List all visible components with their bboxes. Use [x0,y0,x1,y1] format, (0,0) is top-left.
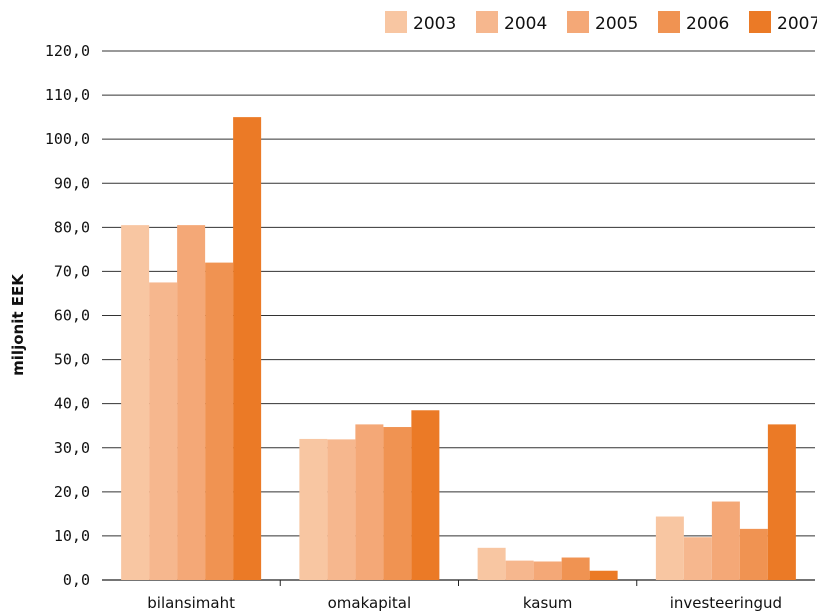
y-axis-ticks: 0,0 10,0 20,0 30,0 40,0 50,0 60,0 70,0 80,0 90,0 1… [45,42,90,589]
bar-2004-kasum [505,560,534,580]
bar-2005-bilansimaht [177,225,206,581]
bar-2003-investeeringud [655,516,684,580]
legend-label: 2005 [595,14,638,34]
x-tick-label: kasum [523,594,573,611]
y-tick-label: 90,0 [54,174,90,192]
legend-swatch-2005 [567,11,589,33]
x-tick-label: investeeringud [670,594,782,611]
bar-2007-kasum [589,570,618,580]
x-axis: bilansimaht omakapital kasum investeeringud [147,580,782,611]
legend: 2003 2004 2005 2006 2007 [385,11,817,34]
legend-swatch-2004 [476,11,498,33]
bar-2005-kasum [533,561,562,580]
y-tick-label: 70,0 [54,262,90,280]
legend-swatch-2006 [658,11,680,33]
legend-swatch-2003 [385,11,407,33]
bar-2003-bilansimaht [121,225,150,581]
y-tick-label: 0,0 [63,571,90,589]
y-tick-label: 10,0 [54,527,90,545]
bar-2006-kasum [561,557,590,580]
y-tick-label: 100,0 [45,130,90,148]
legend-label: 2003 [413,14,456,34]
bar-2004-investeeringud [683,537,712,580]
y-tick-label: 120,0 [45,42,90,60]
bar-2004-omakapital [327,439,356,580]
bar-2006-omakapital [383,427,412,580]
y-tick-label: 110,0 [45,86,90,104]
bar-2006-bilansimaht [205,262,234,580]
y-tick-label: 50,0 [54,351,90,369]
bar-2005-investeeringud [711,501,740,580]
legend-label: 2007 [777,14,817,34]
bar-2003-omakapital [299,438,328,580]
y-tick-label: 40,0 [54,395,90,413]
bar-2005-omakapital [355,424,384,580]
y-tick-label: 80,0 [54,218,90,236]
bar-2007-investeeringud [767,424,796,580]
y-axis-label: miljonit EEK [9,273,27,376]
y-tick-label: 60,0 [54,307,90,325]
y-tick-label: 20,0 [54,483,90,501]
legend-label: 2006 [686,14,729,34]
bar-2004-bilansimaht [149,282,178,580]
x-tick-label: bilansimaht [147,594,235,611]
legend-swatch-2007 [749,11,771,33]
y-tick-label: 30,0 [54,439,90,457]
bar-2006-investeeringud [739,528,768,580]
x-tick-label: omakapital [328,594,412,611]
bars [121,117,796,581]
legend-label: 2004 [504,14,547,34]
bar-2007-bilansimaht [233,117,262,580]
bar-2003-kasum [477,547,506,580]
bar-2007-omakapital [411,410,440,580]
